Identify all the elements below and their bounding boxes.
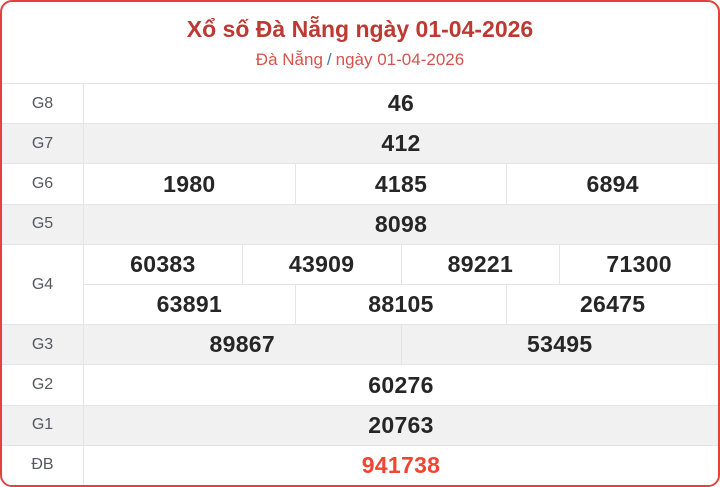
prize-lines-g6: 1980 4185 6894 [84,164,718,204]
prize-number: 941738 [361,451,441,478]
prize-label-g6: G6 [2,164,84,204]
prize-number: 60276 [368,371,434,398]
prize-line: 60383 43909 89221 71300 [84,244,718,285]
page-title: Xổ số Đà Nẵng ngày 01-04-2026 [186,15,534,42]
table-row-g2: G2 60276 [2,365,718,406]
prize-lines-g5: 8098 [84,205,718,244]
prize-number: 6894 [506,164,718,204]
prize-line: 46 [84,84,718,123]
prize-number: 412 [381,130,421,157]
table-row-g4: G4 60383 43909 89221 71300 63891 88105 26475 [2,244,718,326]
breadcrumb-date-link[interactable]: ngày 01-04-2026 [335,49,465,69]
prize-number: 43909 [241,244,401,285]
prize-number: 20763 [368,411,434,438]
prize-line: 89867 53495 [84,325,719,365]
results-header: Xổ số Đà Nẵng ngày 01-04-2026 Đà Nẵng / ng… [2,2,718,84]
prize-number: 8098 [374,210,428,237]
prize-number: 60383 [130,250,196,277]
table-row-g7: G7 412 [2,124,718,165]
prize-line: 412 [84,124,718,163]
prize-number: 89867 [209,331,275,358]
prize-number: 26475 [506,285,718,325]
prize-label-g8: G8 [2,84,84,124]
prize-line: 8098 [84,205,718,244]
prize-lines-g1: 20763 [84,406,718,445]
table-row-db: ĐB 941738 [2,445,718,485]
prize-label-g3: G3 [2,325,84,365]
prize-lines-g8: 46 [84,84,718,123]
prize-label-g2: G2 [2,365,84,405]
prize-line: 63891 88105 26475 [84,284,718,325]
prize-lines-g4: 60383 43909 89221 71300 63891 88105 26475 [84,244,718,325]
prize-label-db: ĐB [2,445,84,485]
prize-number: 4185 [294,164,507,204]
table-row-g1: G1 20763 [2,405,718,446]
prize-label-g1: G1 [2,405,84,445]
prize-label-g5: G5 [2,204,84,244]
table-row-g5: G5 8098 [2,204,718,245]
breadcrumb: Đà Nẵng / ngày 01-04-2026 [256,50,464,70]
prize-lines-g2: 60276 [84,365,718,404]
prize-line: 1980 4185 6894 [84,164,718,204]
table-row-g3: G3 89867 53495 [2,325,719,366]
table-row-g8: G8 46 [2,84,718,125]
breadcrumb-location-link[interactable]: Đà Nẵng [255,49,323,69]
prize-line: 941738 [84,446,718,485]
prize-lines-g7: 412 [84,124,718,163]
prize-number: 1980 [163,170,216,197]
prize-lines-db: 941738 [84,446,718,485]
prize-number: 89221 [400,244,560,285]
prize-number: 63891 [156,291,223,318]
prize-number: 46 [387,90,415,117]
table-row-g6: G6 1980 4185 6894 [2,164,718,205]
results-table: G8 46 G7 412 G6 1980 4185 6894 G5 8098 G4 60383 4390… [2,84,718,485]
prize-line: 20763 [84,406,718,445]
breadcrumb-separator: / [326,49,332,69]
prize-lines-g3: 89867 53495 [84,325,719,365]
prize-line: 60276 [84,365,718,404]
prize-label-g7: G7 [2,124,84,164]
prize-number: 71300 [559,244,718,285]
prize-label-g4: G4 [2,244,84,325]
prize-number: 53495 [400,325,719,365]
prize-number: 88105 [294,285,507,325]
